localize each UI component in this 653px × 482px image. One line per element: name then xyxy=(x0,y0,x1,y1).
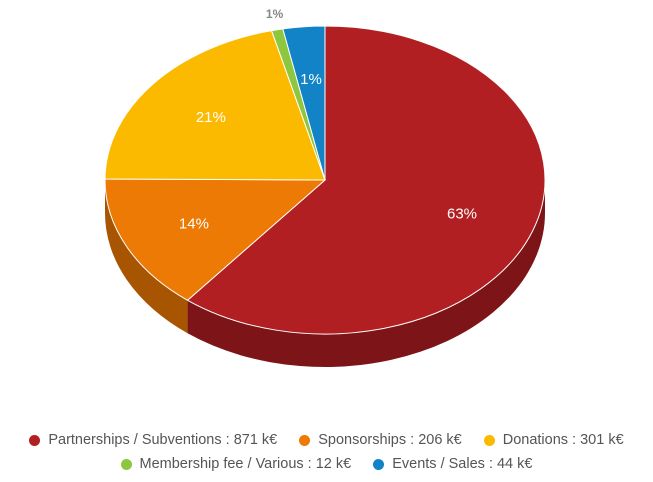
pie-label-donations: 21% xyxy=(196,109,226,126)
legend-label-donations: Donations : 301 k€ xyxy=(502,432,624,448)
chart-legend: Partnerships / Subventions : 871 k€ Spon… xyxy=(0,432,653,472)
legend-swatch-partnerships xyxy=(29,434,41,446)
legend-swatch-membership xyxy=(120,458,132,470)
legend-label-events: Events / Sales : 44 k€ xyxy=(392,456,533,472)
pie-chart-svg: 63% 14% 21% 1% 1% xyxy=(104,7,546,368)
legend-swatch-sponsorships xyxy=(299,434,311,446)
legend-label-sponsorships: Sponsorships : 206 k€ xyxy=(318,432,462,448)
legend-item-donations[interactable]: Donations : 301 k€ xyxy=(483,432,624,448)
legend-swatch-events xyxy=(373,458,385,470)
pie-slice-donations[interactable] xyxy=(104,30,326,181)
legend-item-partnerships[interactable]: Partnerships / Subventions : 871 k€ xyxy=(29,432,277,448)
pie-slice-sponsorships[interactable] xyxy=(104,178,327,301)
legend-row-2: Membership fee / Various : 12 k€ Events … xyxy=(4,456,649,472)
pie-slice-partnerships-subventions[interactable] xyxy=(186,25,546,335)
pie-slice-events-sales[interactable] xyxy=(282,25,326,181)
legend-row-1: Partnerships / Subventions : 871 k€ Spon… xyxy=(4,432,649,448)
legend-item-membership[interactable]: Membership fee / Various : 12 k€ xyxy=(120,456,352,472)
legend-swatch-donations xyxy=(483,434,495,446)
pie-label-sponsorships: 14% xyxy=(179,216,209,233)
legend-item-events[interactable]: Events / Sales : 44 k€ xyxy=(373,456,532,472)
pie-side-sponsorships xyxy=(105,180,188,334)
legend-label-partnerships: Partnerships / Subventions : 871 k€ xyxy=(48,432,278,448)
legend-label-membership: Membership fee / Various : 12 k€ xyxy=(139,456,352,472)
pie-side-partnerships-subventions xyxy=(187,180,546,368)
pie-label-events-sales: 1% xyxy=(300,71,322,88)
legend-item-sponsorships[interactable]: Sponsorships : 206 k€ xyxy=(299,432,462,448)
pie-label-membership-fee-various: 1% xyxy=(266,7,284,21)
pie-label-partnerships-subventions: 63% xyxy=(447,206,477,223)
